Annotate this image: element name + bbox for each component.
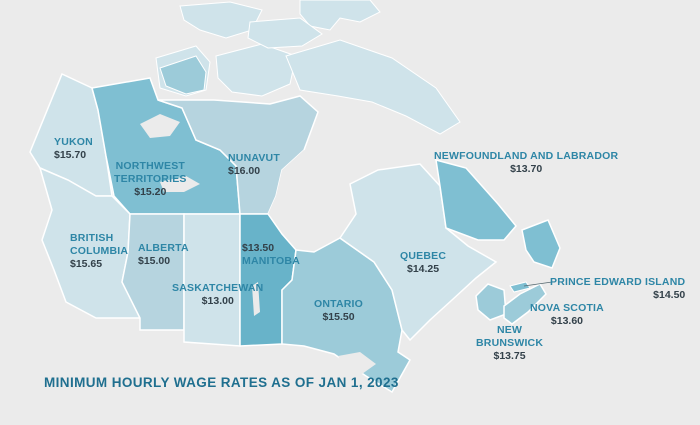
region-wage: $14.50 (653, 289, 686, 301)
great-bear-lake (140, 114, 180, 138)
region-name-line-1: NEW (497, 324, 523, 336)
label-nunavut: NUNAVUT $16.00 (228, 152, 280, 178)
label-yukon: YUKON $15.70 (54, 136, 93, 162)
region-wage: $13.00 (201, 295, 234, 307)
region-wage: $16.00 (228, 165, 261, 177)
hudson-bay (268, 150, 356, 252)
label-manitoba: $13.50 MANITOBA (242, 242, 300, 268)
region-wage: $14.25 (407, 263, 440, 275)
region-name: NEWFOUNDLAND AND LABRADOR (434, 150, 619, 162)
island-north-west (179, 1, 263, 39)
region-name-line-1: BRITISH (70, 232, 114, 244)
label-saskatchewan: SASKATCHEWAN $13.00 (172, 282, 263, 308)
region-shape-prince-edward-island (509, 281, 531, 293)
island-victoria (159, 55, 207, 95)
region-name: YUKON (54, 136, 93, 148)
region-name-line-2: COLUMBIA (70, 245, 129, 257)
region-name: NUNAVUT (228, 152, 280, 164)
lakes (140, 114, 376, 374)
region-name: NOVA SCOTIA (530, 302, 604, 314)
label-alberta: ALBERTA $15.00 (138, 242, 189, 268)
region-wage: $15.20 (134, 186, 167, 198)
region-name-line-1: NORTHWEST (115, 160, 186, 172)
pei-leader-line (523, 281, 553, 287)
region-shape-saskatchewan (183, 213, 241, 347)
region-shape-quebec (338, 163, 498, 342)
map-title: MINIMUM HOURLY WAGE RATES AS OF JAN 1, 2… (44, 375, 399, 390)
island-central-arctic (215, 43, 297, 97)
label-prince-edward-island: PRINCE EDWARD ISLAND $14.50 (550, 276, 685, 302)
label-northwest-territories: NORTHWEST TERRITORIES $15.20 (114, 160, 187, 199)
region-wage: $15.00 (138, 255, 171, 267)
region-wage: $15.65 (70, 258, 103, 270)
region-wage: $13.70 (510, 163, 543, 175)
lake-winnipeg (252, 282, 260, 316)
region-shape-nova-scotia (503, 283, 547, 325)
label-british-columbia: BRITISH COLUMBIA $15.65 (70, 232, 128, 271)
island-east-arctic (247, 17, 323, 49)
region-shape-newfoundland-island (521, 219, 561, 269)
region-shape-newfoundland-and-labrador (435, 158, 517, 241)
island-baffin (285, 39, 461, 135)
region-wage: $13.60 (550, 315, 584, 327)
arctic-islands (155, 0, 461, 135)
region-wage: $13.50 (242, 242, 275, 254)
region-name: SASKATCHEWAN (172, 282, 264, 294)
label-nova-scotia: NOVA SCOTIA $13.60 (530, 302, 604, 328)
region-shape-new-brunswick (475, 283, 507, 321)
region-name-line-2: BRUNSWICK (476, 337, 544, 349)
region-name: QUEBEC (400, 250, 447, 262)
region-wage: $15.50 (322, 311, 355, 323)
great-lakes (338, 352, 376, 374)
label-new-brunswick: NEW BRUNSWICK $13.75 (476, 324, 543, 363)
label-ontario: ONTARIO $15.50 (314, 298, 363, 324)
region-wage: $15.70 (54, 149, 87, 161)
label-quebec: QUEBEC $14.25 (400, 250, 446, 276)
region-name: ALBERTA (138, 242, 189, 254)
region-name: PRINCE EDWARD ISLAND (550, 276, 686, 288)
region-wage: $13.75 (493, 350, 526, 362)
region-name: ONTARIO (314, 298, 364, 310)
great-slave-lake (160, 176, 200, 192)
region-name-line-2: TERRITORIES (114, 173, 187, 185)
label-newfoundland-and-labrador: NEWFOUNDLAND AND LABRADOR $13.70 (434, 150, 618, 176)
region-name: MANITOBA (242, 255, 300, 267)
island-ellesmere (299, 0, 381, 31)
